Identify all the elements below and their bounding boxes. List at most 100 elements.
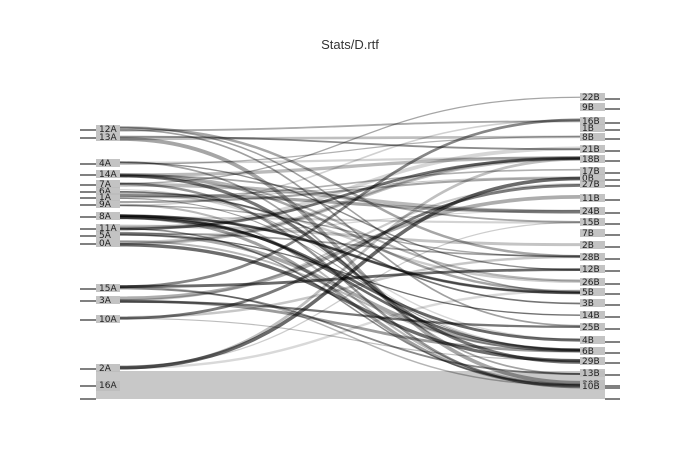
left-node-label: 8A <box>99 212 112 222</box>
left-node-label: 0A <box>99 239 112 249</box>
flow-link <box>119 255 581 319</box>
right-node-bar <box>580 103 605 111</box>
flow-link <box>119 232 581 257</box>
flow-link <box>119 289 581 370</box>
flow-link <box>119 157 581 246</box>
right-node-bar <box>580 124 605 132</box>
flow-link <box>119 286 581 387</box>
right-node-bar <box>580 299 605 307</box>
flow-link <box>119 287 581 375</box>
left-node-bar <box>96 231 120 239</box>
right-node-bar <box>580 145 605 153</box>
right-node-label: 5B <box>582 288 594 298</box>
right-node-bar <box>580 288 605 296</box>
flow-link <box>119 173 581 282</box>
right-node-bar <box>580 93 605 101</box>
chart-title: Stats/D.rtf <box>321 37 379 52</box>
flow-link <box>119 209 581 236</box>
flow-link <box>119 193 581 214</box>
right-node-label: 27B <box>582 180 600 190</box>
flow-link <box>119 194 581 283</box>
left-node-label: 5A <box>99 231 112 241</box>
right-node-label: 0B <box>582 174 594 184</box>
left-node-label: 4A <box>99 159 112 169</box>
right-node-bar <box>580 336 605 344</box>
flow-link <box>119 214 581 352</box>
left-node-label: 1A <box>99 193 112 203</box>
right-node-label: 4B <box>582 336 594 346</box>
flow-link <box>119 156 581 164</box>
right-node-label: 14B <box>582 311 600 321</box>
flow-link <box>119 214 581 295</box>
left-node-bar <box>96 180 120 188</box>
flow-link <box>119 135 581 151</box>
left-node-label: 7A <box>99 180 112 190</box>
left-node-bar <box>96 125 120 133</box>
flow-block-16a <box>96 371 605 399</box>
flow-link <box>119 204 581 258</box>
right-node-bar <box>580 369 605 377</box>
right-node-bar <box>580 207 605 215</box>
flow-link <box>119 189 581 351</box>
right-node-label: 22B <box>582 93 600 103</box>
right-node-bar <box>580 382 605 390</box>
right-node-bar <box>580 278 605 286</box>
flow-link <box>119 317 581 361</box>
right-node-bar <box>580 253 605 261</box>
left-node-label: 3A <box>99 296 112 306</box>
flow-link <box>119 268 581 288</box>
flow-link <box>119 118 581 207</box>
flow-link <box>119 224 581 247</box>
flow-link <box>119 128 581 327</box>
right-node-bar <box>580 174 605 182</box>
right-node-label: 9B <box>582 103 594 113</box>
right-node-label: 26B <box>582 278 600 288</box>
flow-link <box>119 135 581 141</box>
left-node-bar <box>96 200 120 208</box>
flow-link <box>119 191 581 341</box>
flow-link <box>119 243 581 363</box>
left-node-label: 10A <box>99 315 117 325</box>
right-node-bar <box>580 218 605 226</box>
flow-link <box>119 161 581 271</box>
right-node-label: 29B <box>582 357 600 367</box>
right-node-label: 24B <box>582 207 600 217</box>
right-node-label: 25B <box>582 323 600 333</box>
flow-link <box>119 174 581 364</box>
left-node-label: 15A <box>99 284 117 294</box>
right-node-label: 21B <box>582 145 600 155</box>
left-node-bar <box>96 133 120 141</box>
right-node-label: 3B <box>582 299 594 309</box>
flow-link <box>119 168 581 198</box>
right-node-bar <box>580 323 605 331</box>
flow-link <box>119 126 581 293</box>
left-node-bar <box>96 159 120 167</box>
left-node-bar <box>96 170 120 178</box>
flow-link <box>119 182 581 214</box>
right-node-bar <box>580 117 605 125</box>
left-node-bar <box>96 315 120 323</box>
left-node-label: 11A <box>99 224 117 234</box>
right-node-bar <box>580 265 605 273</box>
left-node-bar <box>96 296 120 304</box>
right-node-label: 28B <box>582 253 600 263</box>
left-node-bar <box>96 239 120 247</box>
left-node-bar <box>96 284 120 292</box>
flow-link <box>119 176 581 199</box>
right-node-bar <box>580 347 605 355</box>
flow-link <box>119 231 581 353</box>
flow-link <box>119 216 581 224</box>
right-node-label: 10B <box>582 382 600 392</box>
flow-link <box>119 240 581 353</box>
right-node-bar <box>580 229 605 237</box>
flow-link <box>119 135 581 165</box>
left-node-label: 16A <box>99 381 117 391</box>
flow-link <box>119 174 581 223</box>
right-node-label: 11B <box>582 194 600 204</box>
flow-link <box>119 190 581 305</box>
right-node-label: 17B <box>582 167 600 177</box>
right-node-label: 8B <box>582 133 594 143</box>
flow-link <box>119 118 581 289</box>
